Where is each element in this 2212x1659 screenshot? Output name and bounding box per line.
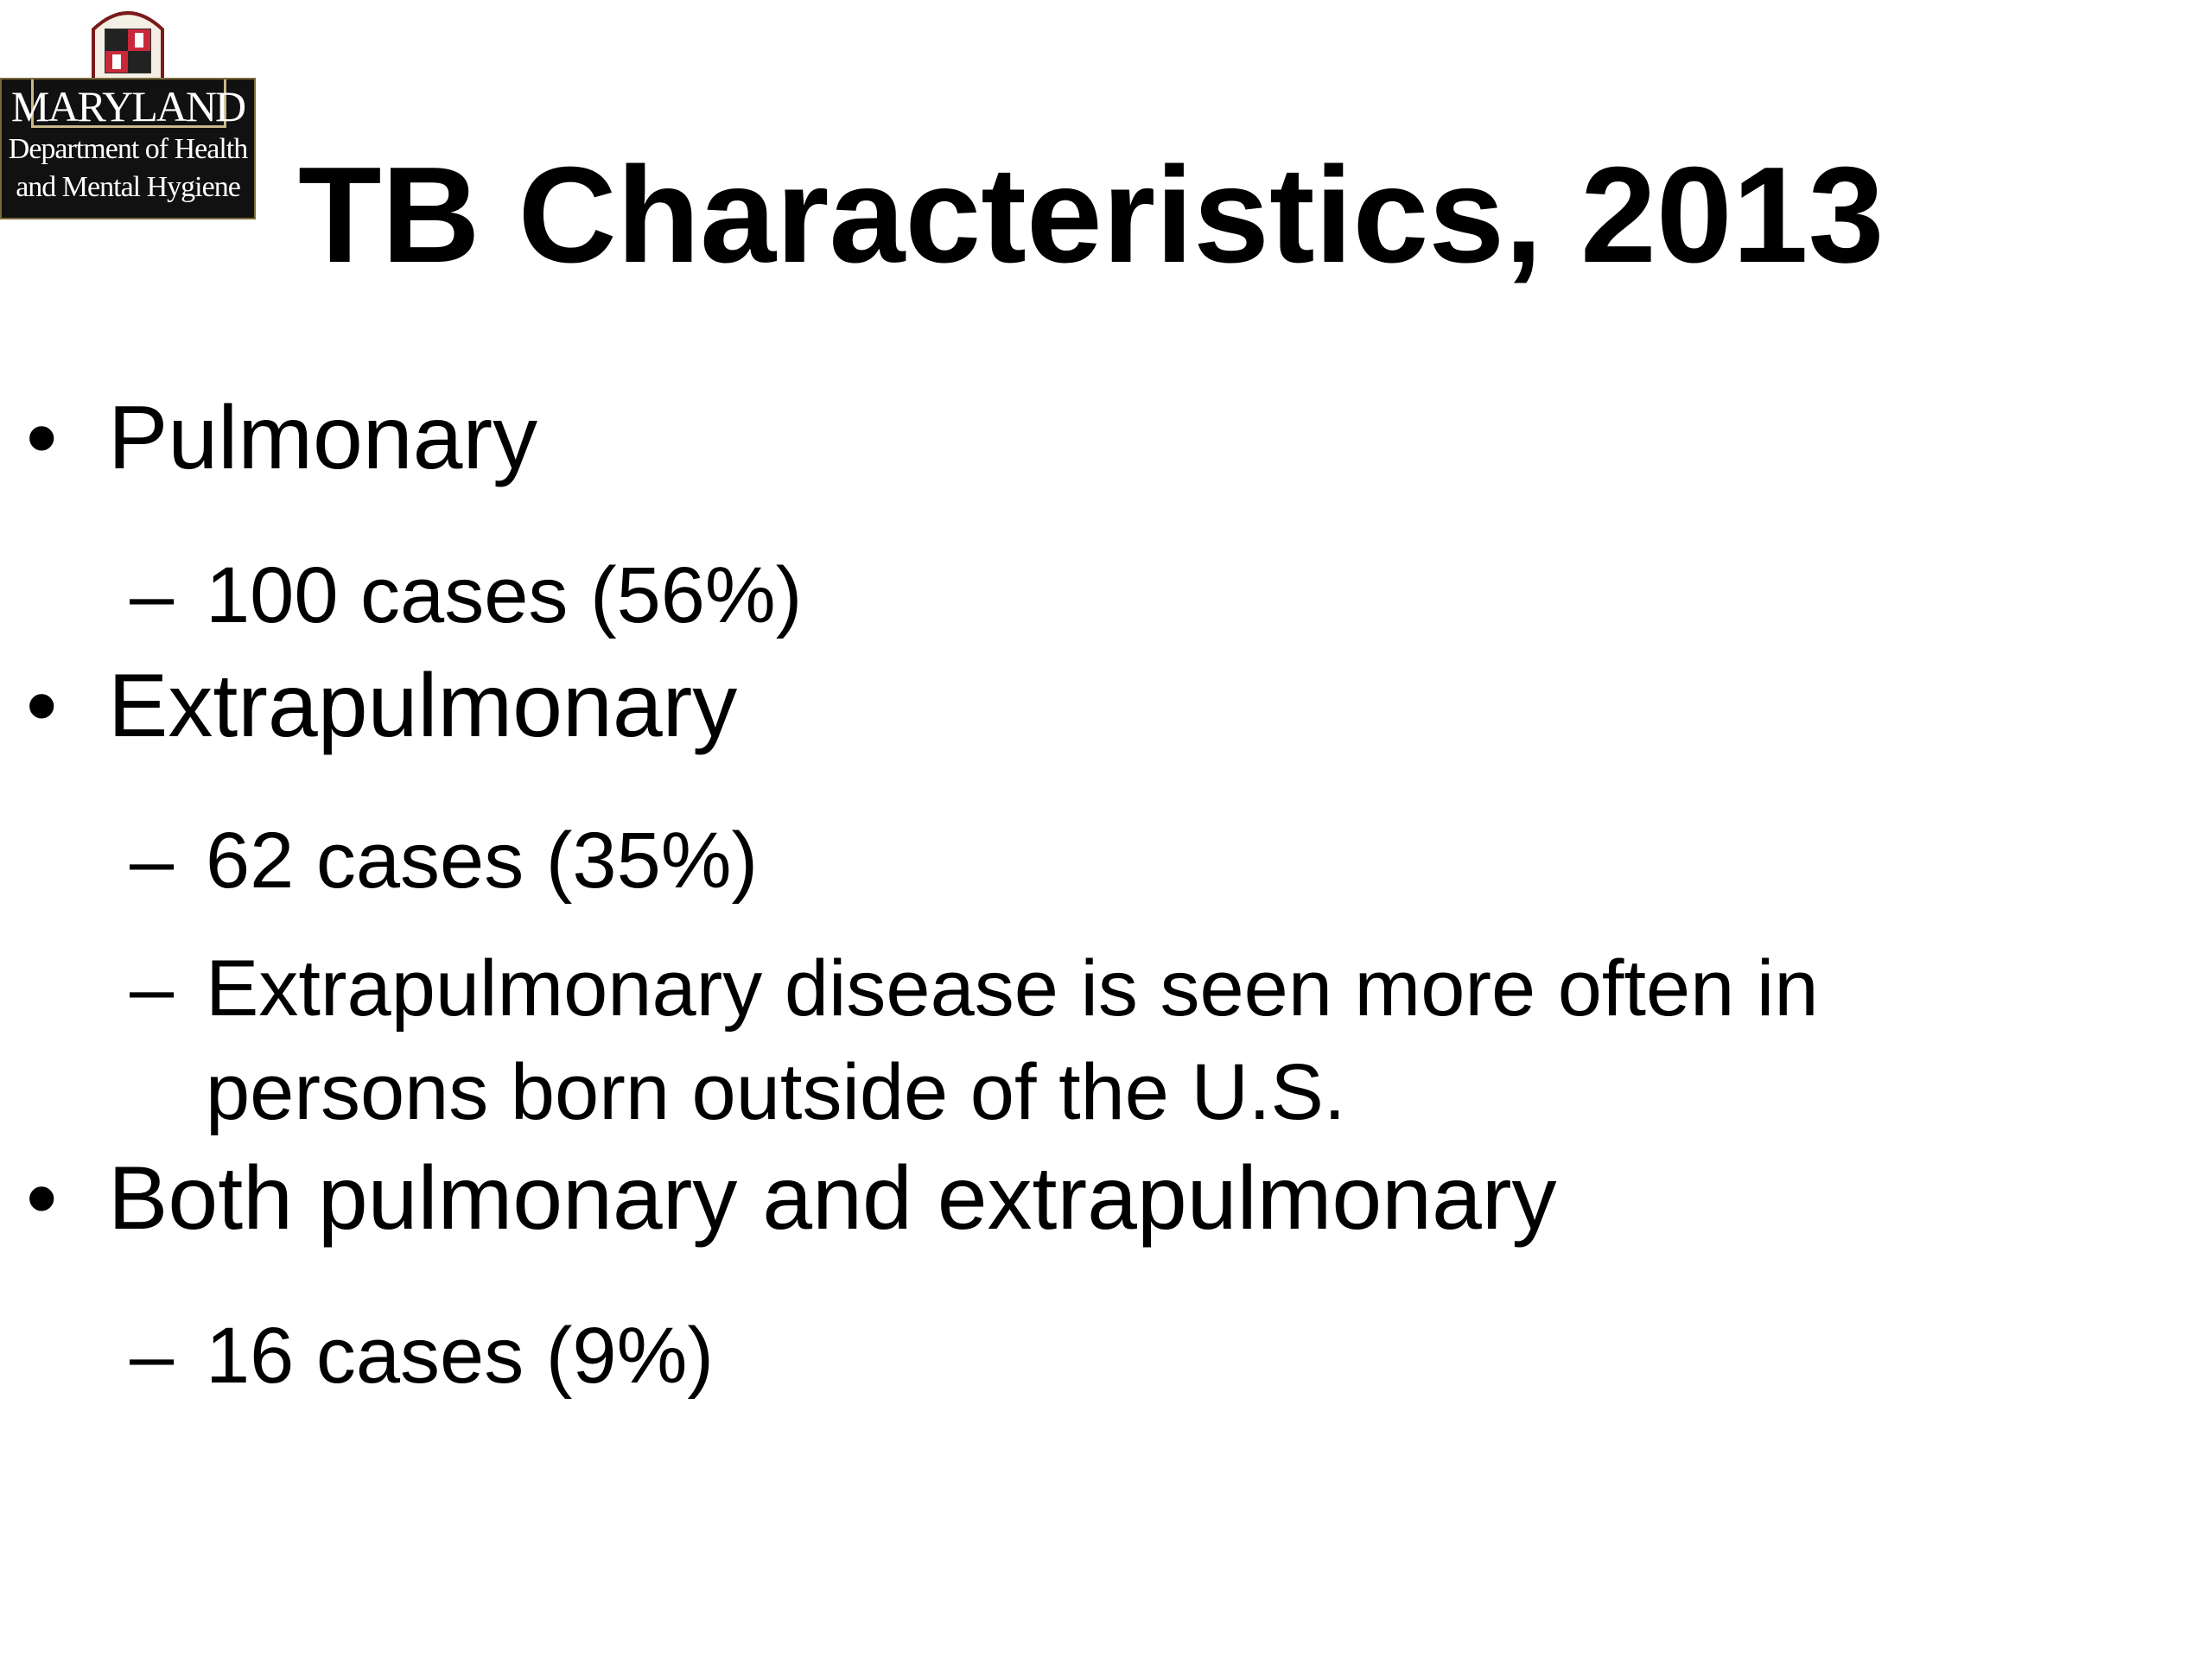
bullet-marker: • xyxy=(26,656,58,756)
dash-marker: – xyxy=(130,551,175,639)
bullet-item: • Extrapulmonary xyxy=(26,648,737,765)
bullet-item: • Both pulmonary and extrapulmonary xyxy=(26,1141,1557,1257)
dash-marker: – xyxy=(130,817,175,905)
logo: MARYLAND Department of Health and Mental… xyxy=(0,78,256,219)
sub-item-text: 16 cases (9%) xyxy=(206,1312,715,1400)
logo-name: MARYLAND xyxy=(10,82,246,130)
bullet-marker: • xyxy=(26,388,58,488)
logo-line: Department of Health xyxy=(8,133,248,165)
bullet-text: Extrapulmonary xyxy=(108,656,738,756)
sub-item: – Extrapulmonary disease is seen more oft… xyxy=(130,938,2020,1144)
bullet-item: • Pulmonary xyxy=(26,380,537,497)
dash-marker: – xyxy=(130,1312,175,1400)
dash-marker: – xyxy=(130,944,175,1033)
bullet-marker: • xyxy=(26,1148,58,1249)
bullet-text: Both pulmonary and extrapulmonary xyxy=(108,1148,1557,1249)
slide-title: TB Characteristics, 2013 xyxy=(298,139,1885,291)
sub-item: –16 cases (9%) xyxy=(130,1305,2020,1408)
logo-line: and Mental Hygiene xyxy=(16,171,241,203)
logo-frame xyxy=(31,79,226,128)
sub-item: –62 cases (35%) xyxy=(130,810,2020,913)
sub-item-text: Extrapulmonary disease is seen more ofte… xyxy=(206,944,1819,1136)
sub-item: –100 cases (56%) xyxy=(130,544,2020,648)
sub-item-text: 100 cases (56%) xyxy=(206,551,803,639)
logo-emblem xyxy=(92,11,164,81)
sub-item-text: 62 cases (35%) xyxy=(206,817,759,905)
bullet-text: Pulmonary xyxy=(108,388,538,488)
